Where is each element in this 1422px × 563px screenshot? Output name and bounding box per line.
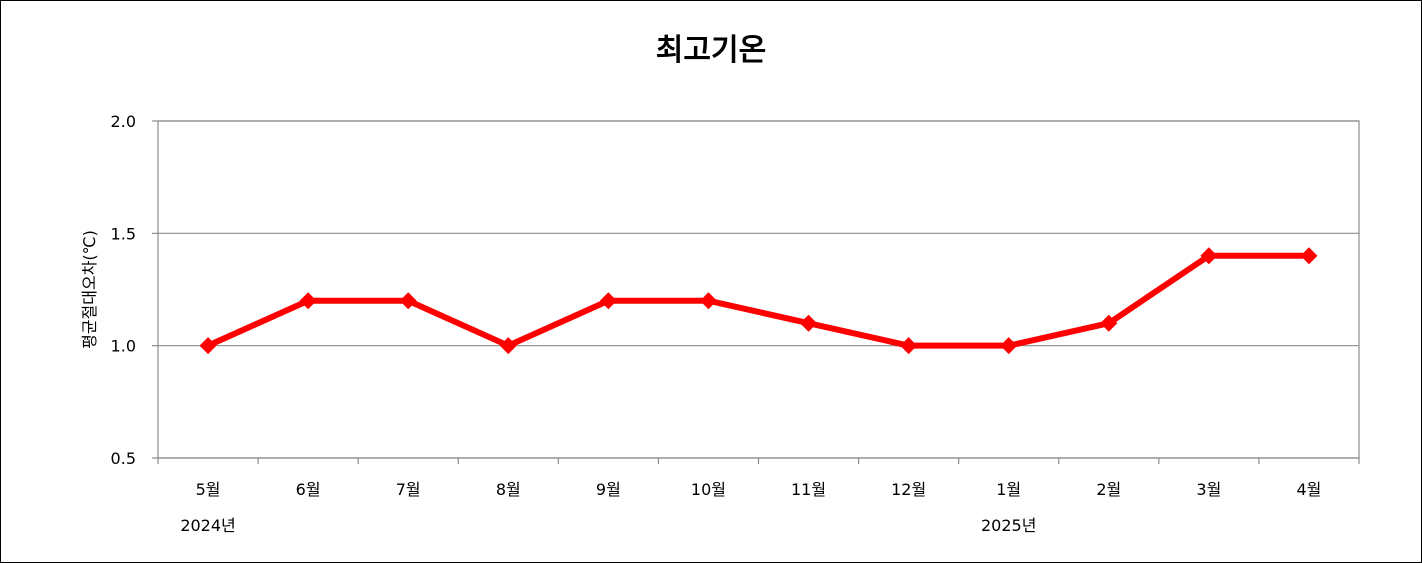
data-point-7	[900, 337, 918, 355]
x-tick-label-5: 10월	[691, 480, 726, 499]
data-point-3	[499, 337, 517, 355]
x-tick-label-1: 6월	[296, 480, 321, 499]
y-axis-title: 평균절대오차(℃)	[80, 230, 99, 349]
axes	[152, 120, 1360, 464]
chart-title: 최고기온	[655, 33, 767, 68]
data-point-4	[599, 292, 617, 310]
x-tick-label-0: 5월	[196, 480, 221, 499]
x-tick-label-6: 11월	[791, 480, 826, 499]
y-tick-label-2: 1.5	[111, 224, 136, 243]
x-tick-label-11: 4월	[1297, 480, 1322, 499]
x-tick-label-3: 8월	[496, 480, 521, 499]
data-point-9	[1100, 314, 1118, 332]
series	[199, 247, 1318, 355]
x-tick-label-8: 1월	[996, 480, 1021, 499]
data-point-1	[299, 292, 317, 310]
data-point-2	[399, 292, 417, 310]
y-tick-label-1: 1.0	[111, 337, 136, 356]
x-tick-label-10: 3월	[1196, 480, 1221, 499]
year-label-0: 2024년	[180, 516, 235, 535]
data-point-8	[1000, 337, 1018, 355]
data-point-10	[1200, 247, 1218, 265]
series-line-0	[206, 252, 1309, 349]
y-tick-label-3: 2.0	[111, 112, 136, 131]
year-label-1: 2025년	[981, 516, 1036, 535]
data-point-11	[1300, 247, 1318, 265]
data-point-6	[800, 314, 818, 332]
data-point-0	[199, 337, 217, 355]
x-tick-label-4: 9월	[596, 480, 621, 499]
data-point-5	[699, 292, 717, 310]
x-tick-label-9: 2월	[1096, 480, 1121, 499]
plot-area	[157, 120, 1360, 459]
tick-labels: 0.5 1.0 1.5 2.0 5월 6월 7월 8월 9월 10월 11월 12월 1월 2월 3월 4월 2…	[111, 112, 1322, 535]
gridlines	[158, 120, 1359, 459]
x-tick-label-7: 12월	[891, 480, 926, 499]
x-tick-label-2: 7월	[396, 480, 421, 499]
y-tick-label-0: 0.5	[111, 449, 136, 468]
